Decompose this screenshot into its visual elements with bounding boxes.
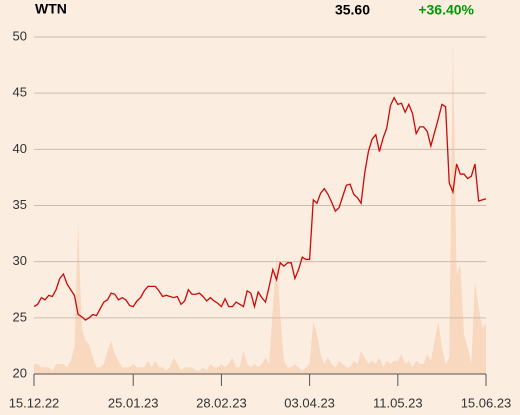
x-tick-label: 28.02.23: [196, 395, 247, 410]
last-price: 35.60: [335, 2, 370, 18]
y-tick-label: 30: [13, 253, 27, 268]
y-tick-label: 25: [13, 309, 27, 324]
y-tick-label: 20: [13, 365, 27, 380]
volume-area: [34, 42, 486, 374]
x-tick-label: 15.12.22: [9, 395, 60, 410]
ticker: WTN: [35, 1, 67, 17]
y-tick-label: 45: [13, 85, 27, 100]
price-change: +36.40%: [418, 2, 474, 18]
x-tick-label: 15.06.23: [461, 395, 512, 410]
y-tick-label: 50: [13, 28, 27, 43]
x-tick-label: 03.04.23: [284, 395, 335, 410]
y-tick-label: 40: [13, 141, 27, 156]
x-tick-label: 25.01.23: [108, 395, 159, 410]
price-line: [33, 96, 487, 321]
x-tick-label: 11.05.23: [373, 395, 423, 410]
y-tick-label: 35: [13, 197, 27, 212]
